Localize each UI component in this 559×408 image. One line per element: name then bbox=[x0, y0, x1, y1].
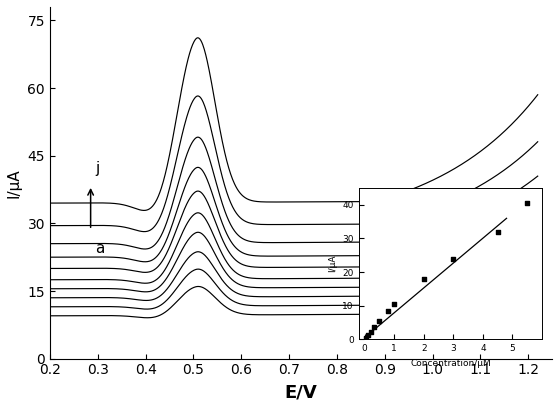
X-axis label: E/V: E/V bbox=[285, 383, 318, 401]
Text: a: a bbox=[96, 242, 105, 256]
Text: j: j bbox=[96, 161, 100, 176]
Y-axis label: I/μA: I/μA bbox=[7, 168, 22, 197]
